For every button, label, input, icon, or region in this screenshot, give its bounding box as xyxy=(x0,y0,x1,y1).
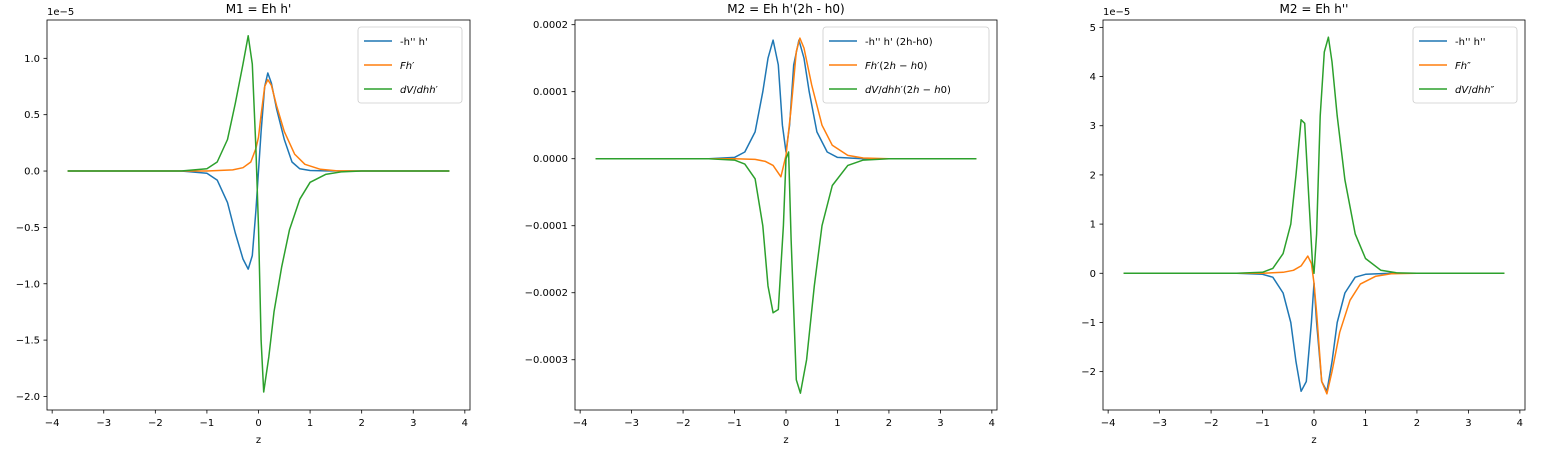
x-tick-label: −1 xyxy=(200,418,215,429)
legend-label: dV/dhh′(2h − h0) xyxy=(865,85,951,96)
y-tick-label: −1.5 xyxy=(16,336,40,347)
plot-area xyxy=(67,35,450,393)
series-line-2 xyxy=(1123,255,1505,395)
axis-offset-text: 1e−5 xyxy=(47,7,74,18)
x-tick-label: 1 xyxy=(1362,418,1368,429)
legend-label: -h'' h' (2h-h0) xyxy=(865,37,933,48)
chart-title: M1 = Eh h' xyxy=(226,2,292,16)
legend-label: -h'' h' xyxy=(400,37,428,48)
y-tick-label: 0.0001 xyxy=(533,87,568,98)
chart-1: −4 −3 −2 −1 0 1 2 3 4 −2.0 −1.5 −1.0 −0.5 0.0 0.5 1.0 M1… xyxy=(16,2,471,446)
axis-offset-text: 1e−5 xyxy=(1103,7,1130,18)
y-tick-label: −2.0 xyxy=(16,392,40,403)
chart-title: M2 = Eh h'' xyxy=(1280,2,1349,16)
y-tick-label: 4 xyxy=(1090,72,1096,83)
chart-title: M2 = Eh h'(2h - h0) xyxy=(727,2,844,16)
x-tick-label: −1 xyxy=(1255,418,1270,429)
series-line-3 xyxy=(67,35,450,393)
y-tick-label: 0.0 xyxy=(24,167,40,178)
x-tick-label: −3 xyxy=(624,418,639,429)
y-tick-label: 0.0002 xyxy=(533,20,568,31)
x-axis-label: z xyxy=(783,435,788,446)
x-tick-label: 2 xyxy=(886,418,892,429)
x-tick-label: −4 xyxy=(1101,418,1116,429)
x-tick-label: 3 xyxy=(1465,418,1471,429)
y-tick-label: −1.0 xyxy=(16,279,40,290)
series-line-2 xyxy=(595,37,977,178)
x-tick-label: 3 xyxy=(410,418,416,429)
y-tick-label: −0.0001 xyxy=(525,221,568,232)
y-tick-label: 0.0000 xyxy=(533,154,568,165)
x-tick-label: −2 xyxy=(1204,418,1219,429)
x-tick-label: 4 xyxy=(1517,418,1523,429)
legend: -h'' h' (2h-h0) Fh′(2h − h0) dV/dhh′(2h − … xyxy=(822,26,990,104)
x-tick-label: 0 xyxy=(255,418,261,429)
legend-box xyxy=(822,26,990,104)
x-tick-label: 4 xyxy=(462,418,468,429)
legend-label: -h'' h'' xyxy=(1455,37,1485,48)
series-line-1 xyxy=(67,72,450,270)
series-line-3 xyxy=(1123,36,1505,275)
x-axis-label: z xyxy=(256,435,261,446)
legend-box xyxy=(357,26,463,104)
x-tick-label: 1 xyxy=(834,418,840,429)
chart-3: −4 −3 −2 −1 0 1 2 3 4 −2 −1 0 1 2 3 4 5 M2 = Eh h'' z 1e−5 -… xyxy=(1081,2,1526,446)
x-tick-label: −1 xyxy=(727,418,742,429)
y-tick-label: 5 xyxy=(1090,23,1096,34)
y-tick-label: −0.5 xyxy=(16,223,40,234)
legend-label: Fh″ xyxy=(1455,61,1471,72)
x-tick-label: −2 xyxy=(148,418,163,429)
x-tick-label: −4 xyxy=(45,418,60,429)
legend-box xyxy=(1412,26,1518,104)
x-tick-label: 0 xyxy=(1311,418,1317,429)
y-tick-label: −2 xyxy=(1081,367,1096,378)
legend-label: Fh′(2h − h0) xyxy=(865,61,927,72)
x-tick-label: −2 xyxy=(676,418,691,429)
x-tick-label: 2 xyxy=(358,418,364,429)
x-tick-label: −4 xyxy=(573,418,588,429)
x-tick-label: 0 xyxy=(783,418,789,429)
plot-area xyxy=(595,37,977,394)
series-line-3 xyxy=(595,151,977,394)
y-tick-label: −0.0002 xyxy=(525,288,568,299)
y-tick-label: 0.5 xyxy=(24,110,40,121)
legend: -h'' h' Fh′ dV/dhh′ xyxy=(357,26,463,104)
y-tick-label: 1 xyxy=(1090,220,1096,231)
chart-2: −4 −3 −2 −1 0 1 2 3 4 −0.0003 −0.0002 −0.0001 0.0000… xyxy=(525,2,998,446)
legend-label: dV/dhh″ xyxy=(1455,85,1495,96)
y-tick-label: 2 xyxy=(1090,170,1096,181)
x-tick-label: 1 xyxy=(307,418,313,429)
legend: -h'' h'' Fh″ dV/dhh″ xyxy=(1412,26,1518,104)
x-tick-label: −3 xyxy=(96,418,111,429)
y-tick-label: 0 xyxy=(1090,269,1096,280)
series-line-2 xyxy=(67,78,450,172)
x-axis-label: z xyxy=(1311,435,1316,446)
x-tick-label: 3 xyxy=(937,418,943,429)
plot-area xyxy=(1123,36,1505,395)
legend-label: dV/dhh′ xyxy=(400,85,439,96)
y-tick-label: 3 xyxy=(1090,121,1096,132)
y-tick-label: −1 xyxy=(1081,318,1096,329)
x-tick-label: 2 xyxy=(1414,418,1420,429)
y-tick-label: 1.0 xyxy=(24,54,40,65)
legend-label: Fh′ xyxy=(400,61,415,72)
x-tick-label: 4 xyxy=(989,418,995,429)
y-tick-label: −0.0003 xyxy=(525,355,568,366)
x-tick-label: −3 xyxy=(1152,418,1167,429)
